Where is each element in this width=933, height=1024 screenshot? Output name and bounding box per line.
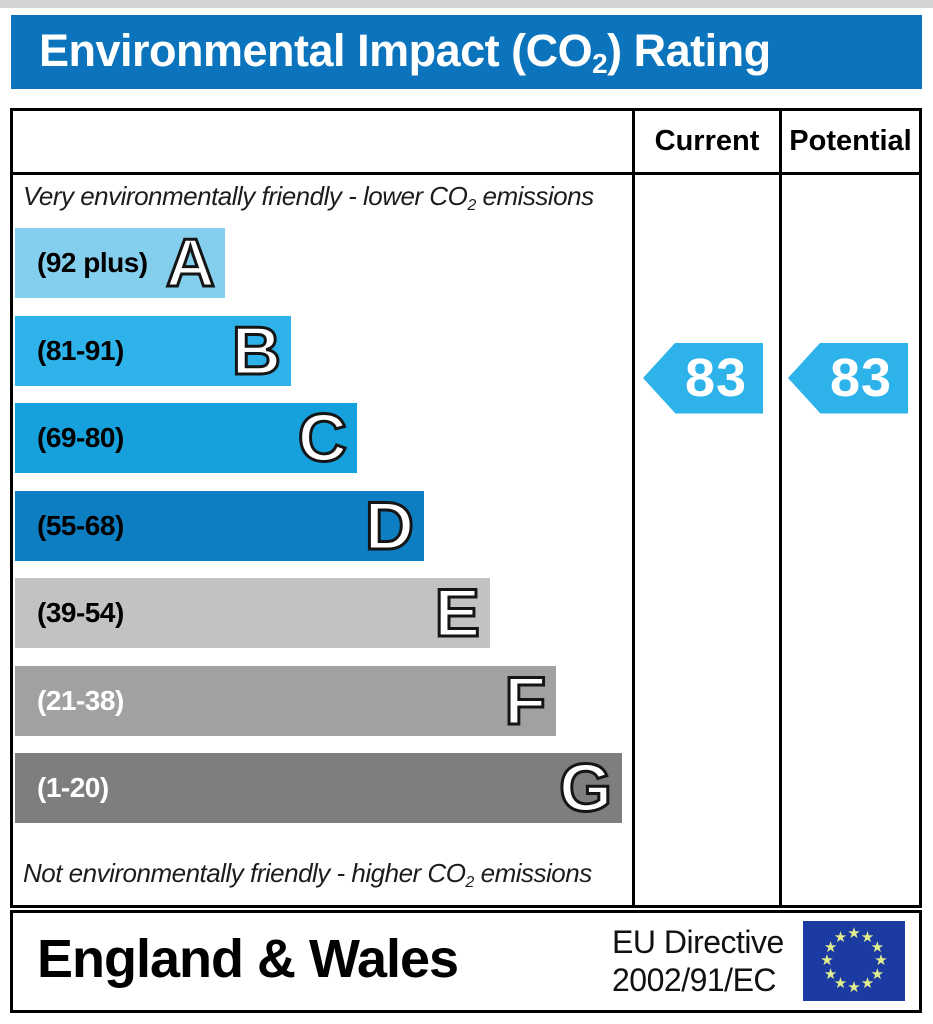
eu-flag-star: ★	[870, 965, 885, 983]
band-letter: G	[558, 750, 614, 826]
band-range-label: (21-38)	[37, 684, 124, 716]
band-letter: D	[363, 487, 415, 564]
header-divider	[13, 172, 919, 175]
page-top-strip	[0, 0, 933, 8]
eu-flag-star: ★	[820, 952, 834, 969]
eu-flag-star: ★	[870, 938, 885, 956]
column-divider-current	[632, 111, 635, 905]
eu-flag-star: ★	[860, 928, 875, 946]
band-range-label: (92 plus)	[37, 247, 148, 278]
eu-flag-star: ★	[874, 952, 888, 969]
band-row-e: (39-54) E	[15, 575, 490, 651]
co2-subscript: 2	[592, 47, 608, 79]
eu-directive-line2: 2002/91/EC	[612, 962, 777, 998]
band-area: Very environmentally friendly - lower CO…	[13, 111, 632, 905]
title-bar: Environmental Impact (CO2) Rating	[11, 15, 922, 89]
eu-flag-star: ★	[860, 975, 875, 993]
eu-flag-star: ★	[847, 925, 861, 942]
eu-directive-label: EU Directive 2002/91/EC	[612, 923, 798, 999]
band-range-label: (81-91)	[37, 334, 124, 366]
eu-flag: ★ ★ ★ ★ ★ ★ ★ ★ ★ ★ ★ ★	[803, 921, 905, 1001]
band-letter: A	[164, 225, 216, 301]
current-rating-value: 83	[684, 348, 748, 408]
region-label: England & Wales	[37, 928, 459, 989]
band-row-c: (69-80) C	[15, 400, 357, 476]
potential-rating-arrow: 83	[788, 342, 908, 414]
band-letter: E	[433, 575, 481, 651]
band-letter: F	[503, 662, 548, 739]
band-letter: B	[230, 312, 282, 389]
band-row-a: (92 plus) A	[15, 225, 225, 301]
eu-flag-star: ★	[823, 938, 838, 956]
eu-flag-star: ★	[823, 965, 838, 983]
band-row-g: (1-20) G	[15, 750, 622, 826]
column-divider-potential	[779, 111, 782, 905]
band-letter: C	[296, 400, 348, 476]
band-range-label: (55-68)	[37, 509, 124, 541]
potential-rating-value: 83	[829, 348, 893, 408]
band-row-b: (81-91) B	[15, 312, 291, 389]
eu-flag-star: ★	[833, 928, 848, 946]
page-title: Environmental Impact (CO2) Rating	[39, 24, 771, 79]
band-row-d: (55-68) D	[15, 487, 424, 564]
band-range-label: (69-80)	[37, 422, 124, 453]
band-range-label: (1-20)	[37, 772, 109, 803]
current-column-header: Current	[654, 125, 760, 157]
bottom-note: Not environmentally friendly - higher CO…	[23, 858, 592, 891]
footer: England & Wales EU Directive 2002/91/EC …	[10, 910, 922, 1013]
band-row-f: (21-38) F	[15, 662, 556, 739]
eu-flag-star: ★	[847, 979, 861, 996]
eu-directive-line1: EU Directive	[612, 924, 784, 960]
rating-table: Current Potential Very environmentally f…	[10, 108, 922, 908]
top-note: Very environmentally friendly - lower CO…	[23, 181, 594, 214]
current-rating-arrow: 83	[643, 342, 763, 414]
co2-subscript: 2	[465, 872, 474, 891]
band-range-label: (39-54)	[37, 597, 124, 628]
co2-subscript: 2	[467, 195, 476, 214]
potential-column-header: Potential	[789, 125, 912, 157]
eu-flag-star: ★	[833, 975, 848, 993]
